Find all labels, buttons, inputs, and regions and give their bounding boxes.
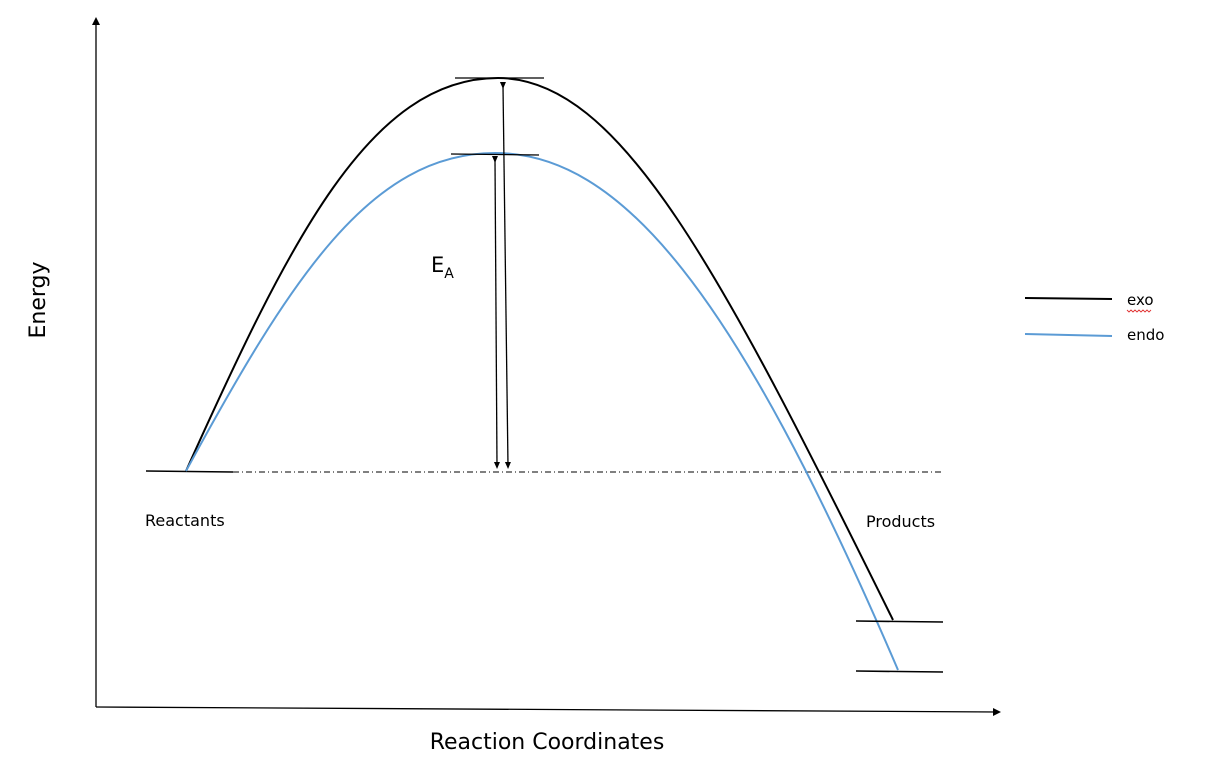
x-axis-label: Reaction Coordinates (430, 730, 665, 755)
endo-curve (185, 151, 899, 671)
x-axis (95, 706, 1001, 716)
legend: exo endo (1024, 291, 1164, 344)
legend-exo-swatch (1024, 297, 1113, 300)
activation-energy-label: EA (431, 253, 454, 282)
legend-endo-label: endo (1127, 326, 1164, 344)
reactants-label: Reactants (145, 511, 225, 530)
legend-exo-label: exo (1127, 291, 1154, 309)
endo-product-level-line (855, 670, 944, 673)
reactant-level-line (145, 470, 234, 473)
endo-peak-level-line (450, 153, 540, 156)
legend-endo-swatch (1024, 333, 1113, 337)
exo-product-level-line (855, 620, 944, 623)
spellcheck-underline (1126, 309, 1152, 313)
activation-energy-main: E (431, 253, 444, 277)
y-axis-label: Energy (26, 261, 51, 338)
endo-activation-arrow (491, 155, 500, 469)
products-label: Products (866, 512, 935, 531)
exo-activation-arrow (499, 81, 511, 469)
activation-energy-subscript: A (444, 266, 454, 282)
